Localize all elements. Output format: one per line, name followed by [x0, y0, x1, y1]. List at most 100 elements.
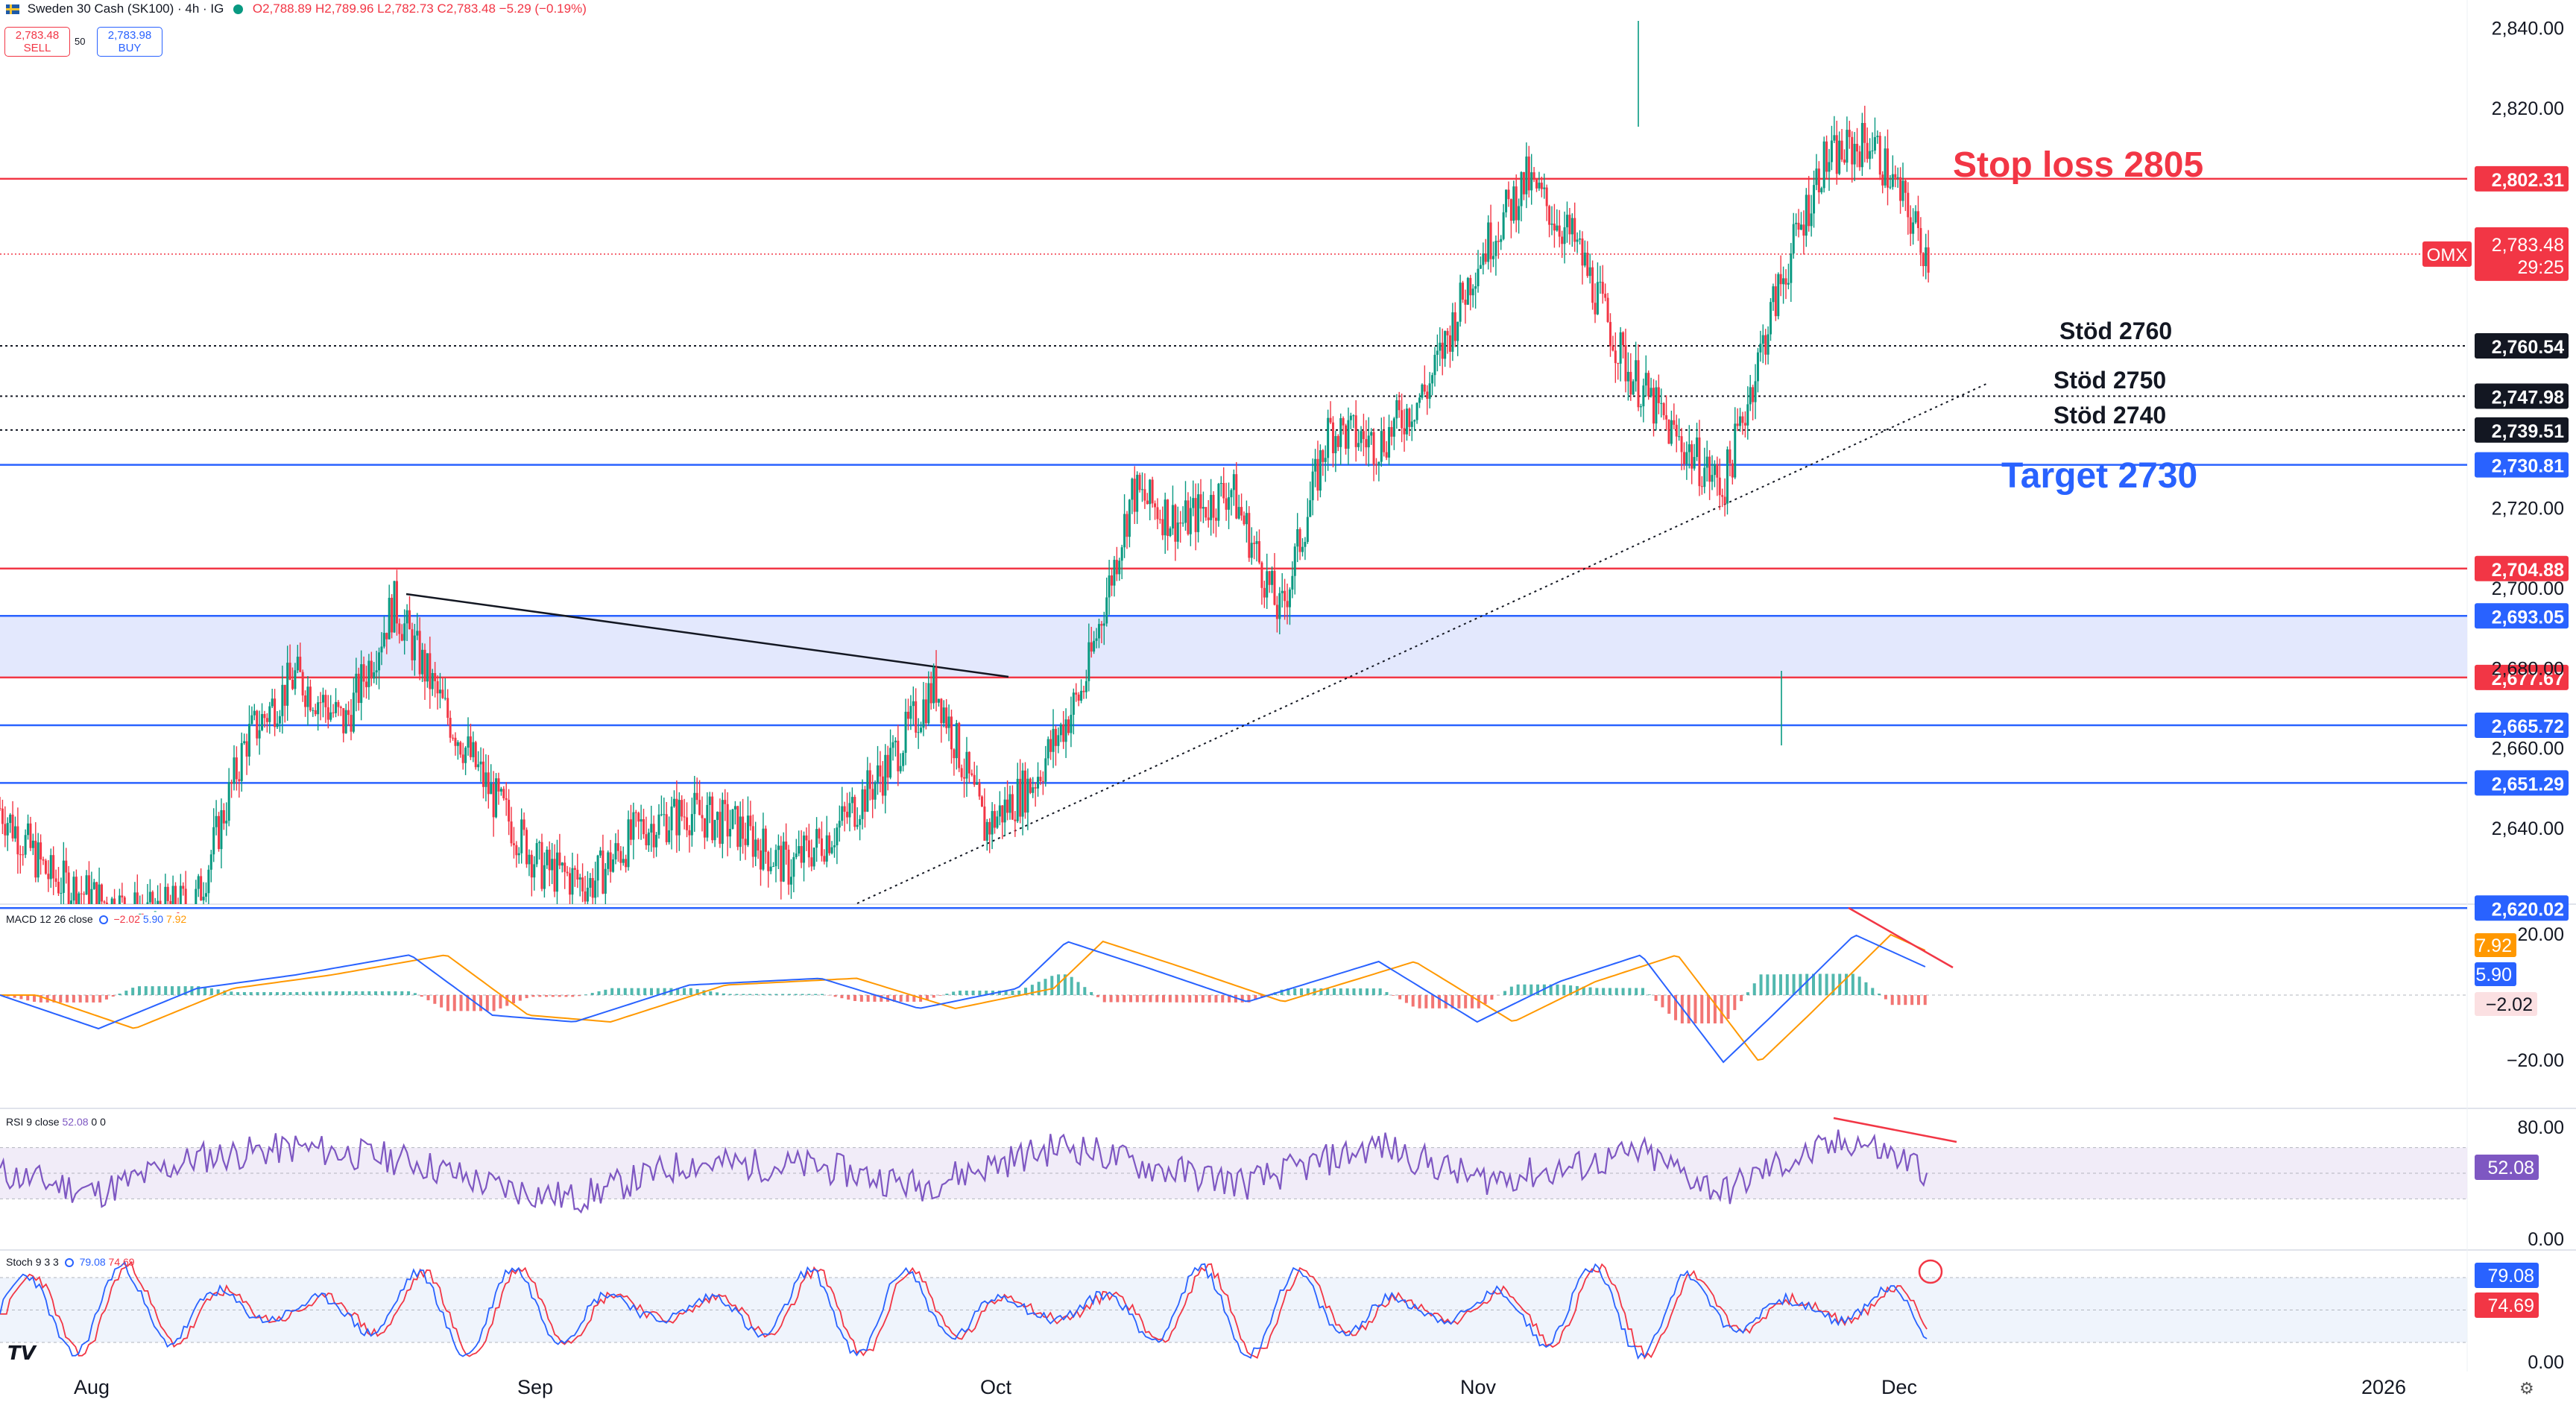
candle-body [1431, 375, 1433, 383]
eye-icon[interactable] [65, 1258, 74, 1267]
candle-body [411, 629, 413, 660]
candle-body [37, 842, 40, 877]
candle-body [1566, 215, 1568, 227]
candle-body [754, 839, 757, 856]
macd-histogram-bar [486, 995, 489, 1011]
candle-body [47, 874, 49, 879]
candle-body [1800, 224, 1802, 230]
candle-body [1080, 691, 1082, 701]
candle-body [976, 783, 978, 785]
candle-body [253, 711, 256, 716]
sell-button[interactable]: 2,783.48 SELL [4, 27, 70, 57]
macd-divergence-line[interactable] [1849, 908, 1953, 968]
candle-body [426, 653, 429, 681]
candle-body [497, 778, 499, 792]
candle-body [233, 757, 236, 783]
stoch-legend[interactable]: Stoch 9 3 3 79.08 74.69 [6, 1256, 135, 1268]
candle-body [790, 877, 792, 884]
eye-icon[interactable] [99, 915, 108, 924]
macd-histogram-bar [230, 991, 233, 995]
x-axis-label: 2026 [2361, 1376, 2406, 1398]
macd-histogram-bar [66, 995, 69, 1003]
candle-body [996, 816, 998, 827]
macd-histogram-bar [860, 995, 863, 1002]
candle-body [1141, 489, 1143, 490]
macd-legend-hist: −2.02 [114, 913, 140, 925]
candle-body [1187, 500, 1189, 534]
candle-body [223, 810, 225, 824]
candle-body [1464, 300, 1466, 305]
macd-histogram-bar [355, 991, 358, 995]
macd-histogram-bar [1852, 973, 1854, 995]
buy-button[interactable]: 2,783.98 BUY [97, 27, 162, 57]
candle-body [592, 878, 594, 897]
candle-body [1647, 373, 1650, 396]
candle-body [515, 845, 517, 855]
candle-body [770, 867, 772, 871]
candle-body [528, 855, 530, 865]
candle-body [1029, 779, 1032, 793]
candle-body [1559, 226, 1561, 237]
rsi-legend[interactable]: RSI 9 close 52.08 0 0 [6, 1116, 106, 1128]
candle-body [1925, 247, 1927, 266]
candle-body [853, 797, 856, 827]
candle-body [495, 778, 497, 817]
symbol-title[interactable]: Sweden 30 Cash (SK100) · 4h · IG [28, 1, 224, 16]
candle-body [65, 861, 67, 873]
macd-histogram-bar [1017, 991, 1020, 995]
candle-body [1627, 372, 1629, 382]
candle-body [1199, 494, 1202, 508]
price-tick-label: 2,720.00 [2492, 499, 2564, 520]
candle-body [1416, 403, 1418, 420]
rsi-tick-label: 80.00 [2517, 1117, 2564, 1138]
candle-body [953, 749, 955, 758]
candle-body [518, 853, 520, 856]
stoch-d-badge-label: 74.69 [2487, 1295, 2534, 1316]
macd-histogram-bar [1700, 995, 1703, 1023]
macd-histogram-bar [1924, 995, 1927, 1005]
candle-body [1047, 739, 1049, 759]
macd-histogram-bar [86, 995, 89, 1003]
candle-body [1001, 806, 1003, 823]
candle-body [487, 772, 490, 794]
stoch-tick-label: 0.00 [2528, 1352, 2564, 1373]
macd-histogram-bar [1904, 995, 1907, 1005]
candle-body [220, 810, 222, 849]
candle-body [1731, 464, 1734, 478]
candle-body [1375, 464, 1377, 465]
macd-histogram-bar [564, 995, 567, 997]
candle-body [610, 852, 612, 871]
candle-body [493, 783, 495, 817]
settings-icon[interactable]: ⚙ [2519, 1379, 2534, 1398]
macd-histogram-bar [427, 995, 430, 1000]
macd-legend-macd: 5.90 [143, 913, 163, 925]
stoch-k-badge-label: 79.08 [2487, 1266, 2534, 1287]
rsi-divergence-line[interactable] [1834, 1118, 1957, 1142]
candle-body [1764, 335, 1767, 355]
macd-legend[interactable]: MACD 12 26 close −2.02 5.90 7.92 [6, 913, 186, 925]
candle-body [464, 748, 467, 763]
candle-body [50, 855, 52, 879]
candle-body [1263, 588, 1266, 598]
candle-body [1243, 516, 1246, 525]
candle-body [93, 882, 95, 888]
macd-histogram-bar [643, 988, 646, 995]
macd-histogram-bar [361, 991, 364, 995]
candle-body [1594, 303, 1597, 315]
candle-body [1762, 335, 1764, 344]
candle-body [441, 689, 443, 698]
candle-body [1273, 571, 1275, 605]
candle-body [1856, 144, 1858, 151]
candle-body [663, 814, 665, 815]
candle-body [1363, 431, 1365, 439]
candle-body [1620, 332, 1622, 364]
rsi-legend-v3: 0 [100, 1116, 106, 1128]
candle-body [1073, 692, 1075, 715]
candle-body [1901, 180, 1904, 201]
candle-body [1330, 418, 1332, 423]
macd-histogram-bar [1910, 995, 1913, 1005]
candle-body [1503, 212, 1505, 239]
candle-body [111, 899, 113, 904]
candle-body [599, 850, 602, 856]
